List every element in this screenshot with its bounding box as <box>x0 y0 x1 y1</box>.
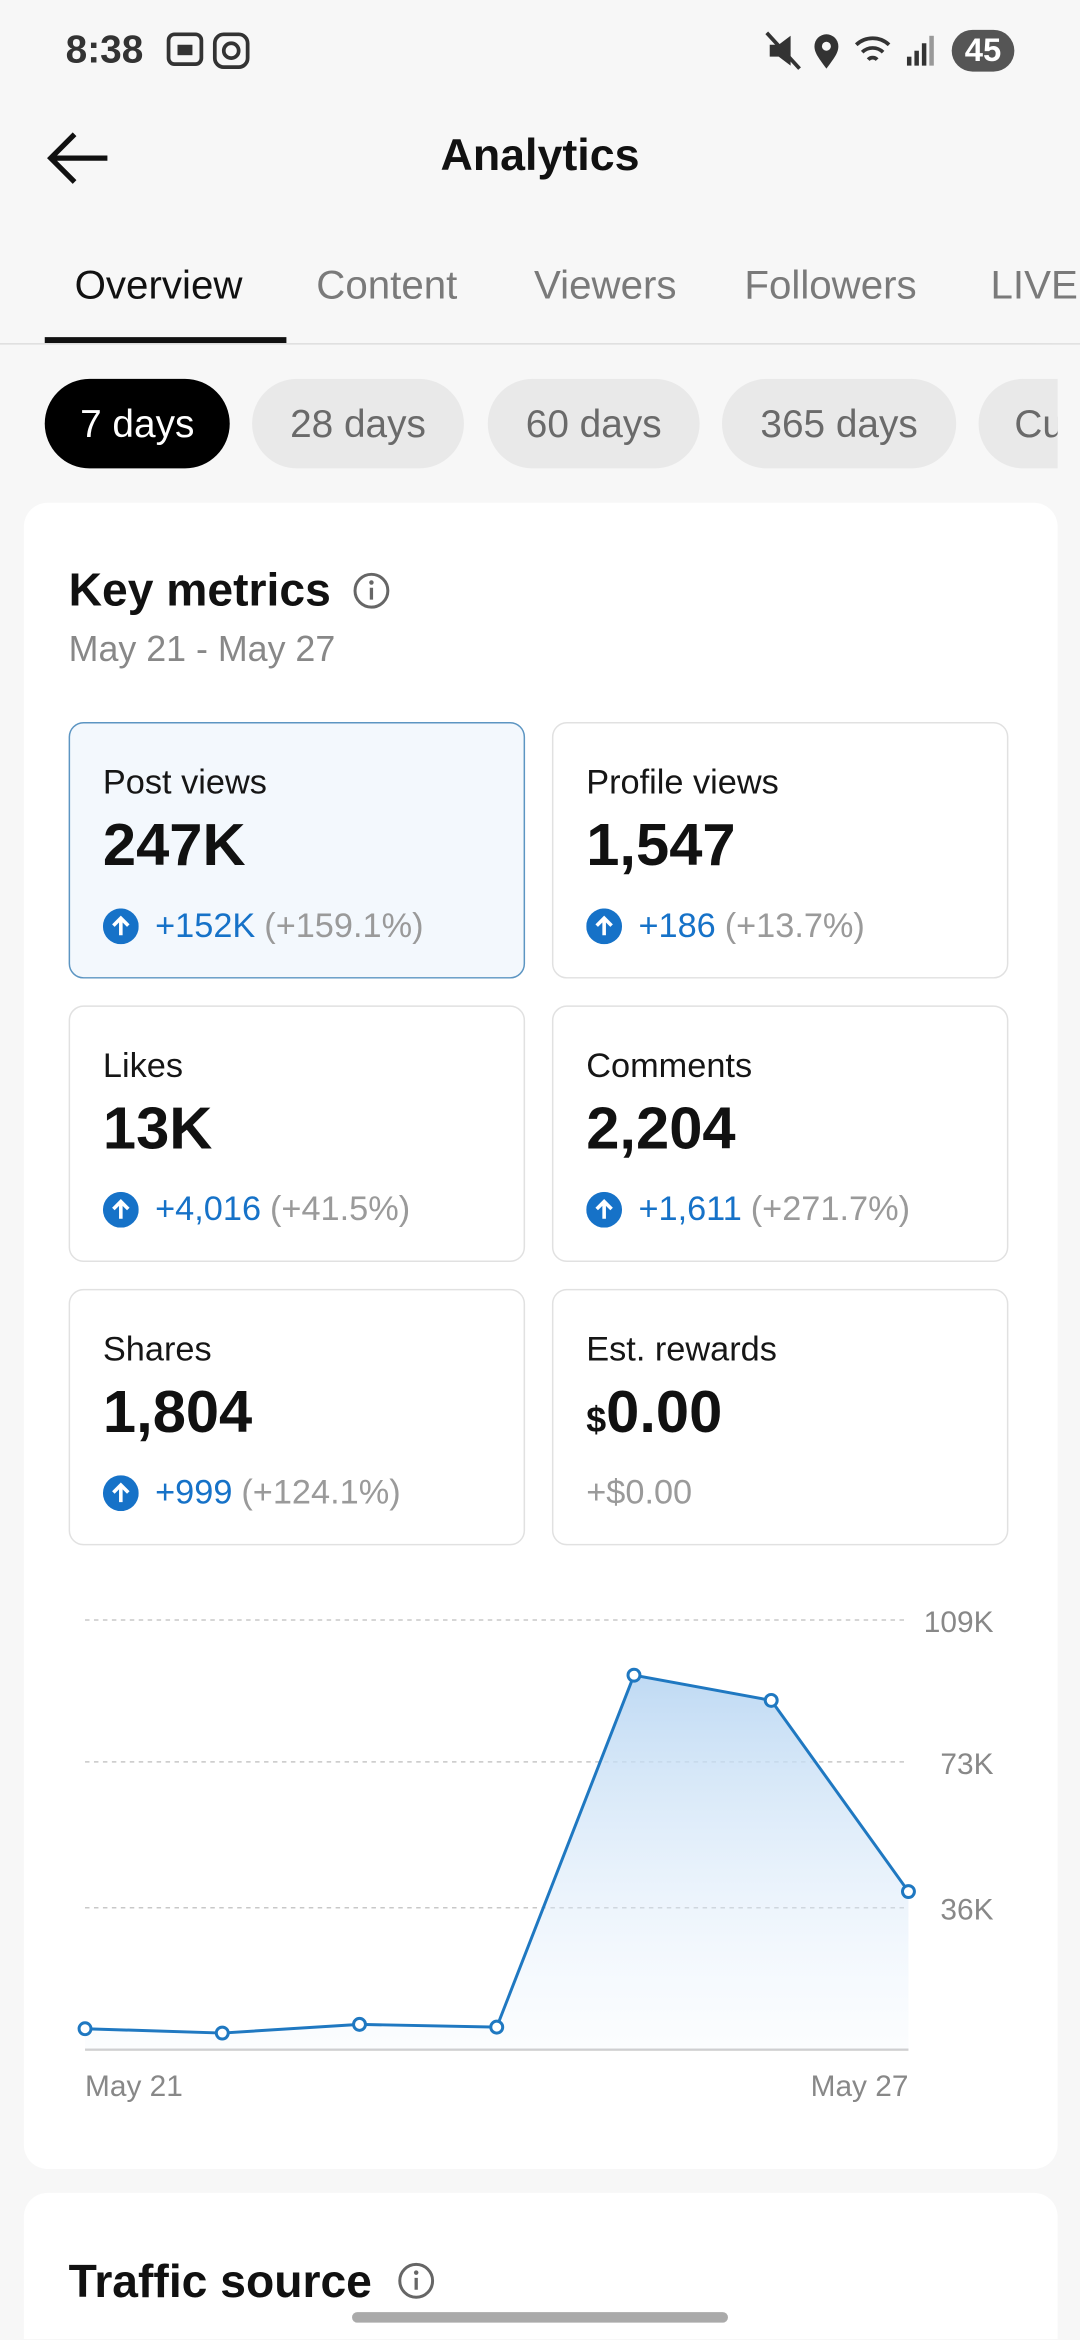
section-title: Traffic source <box>68 2255 372 2308</box>
page-title: Analytics <box>440 131 640 181</box>
metric-value: 247K <box>103 813 246 880</box>
up-icon <box>586 907 623 944</box>
change-pct: (+13.7%) <box>724 905 865 945</box>
change: +1,611 <box>638 1188 742 1228</box>
metric-card[interactable]: Profile views 1,547 +186 (+13.7%) <box>551 721 1009 979</box>
metric-change: +186 (+13.7%) <box>586 905 865 945</box>
currency: $ <box>586 1400 607 1441</box>
area <box>85 1675 909 2050</box>
value: 0.00 <box>606 1379 723 1446</box>
metric-change: +4,016 (+41.5%) <box>102 1188 411 1229</box>
metric-value: 2,204 <box>586 1096 735 1163</box>
change-pct: (+124.1%) <box>241 1472 401 1512</box>
point <box>763 1692 779 1708</box>
point <box>626 1667 642 1683</box>
tab[interactable]: Viewers <box>534 262 677 308</box>
metric-label: Profile views <box>586 762 779 802</box>
value: 1,804 <box>102 1379 253 1446</box>
up-icon <box>102 1474 139 1511</box>
metric-card[interactable]: Shares 1,804 +999 (+124.1%) <box>68 1288 526 1546</box>
point <box>352 2016 367 2032</box>
tab[interactable]: Content <box>316 262 458 308</box>
y-tick-label: 73K <box>940 1748 993 1781</box>
up-icon <box>102 1191 139 1227</box>
status-icons <box>166 32 250 69</box>
info-icon[interactable] <box>352 571 391 610</box>
metric-value: 1,804 <box>103 1380 252 1447</box>
value: 2,204 <box>586 1096 736 1163</box>
metric-value: $0.00 <box>586 1380 722 1447</box>
battery: 45 <box>951 29 1015 72</box>
metric-card[interactable]: Est. rewards $0.00 +$0.00 <box>551 1288 1009 1546</box>
value: 247K <box>102 812 246 879</box>
change: +152K <box>155 905 256 945</box>
back-button[interactable] <box>45 128 114 188</box>
tab[interactable]: LIVE <box>990 262 1078 308</box>
metric-change: +$0.00 <box>586 1472 692 1512</box>
metric-label: Likes <box>102 1045 184 1085</box>
metric-change: +1,611 (+271.7%) <box>586 1189 910 1229</box>
metric-label: Est. rewards <box>586 1329 777 1368</box>
divider <box>0 343 1080 345</box>
y-tick-label: 36K <box>940 1894 993 1927</box>
metric-card[interactable]: Likes 13K +4,016 (+41.5%) <box>68 1005 526 1262</box>
metric-label: Comments <box>586 1045 753 1085</box>
tab-indicator <box>44 337 287 344</box>
period-chip[interactable]: Cu <box>978 378 1058 469</box>
line-chart: 36K 73K 109K May 21 May 27 <box>77 1606 994 2103</box>
metric-value: 1,547 <box>586 813 735 880</box>
tab[interactable]: Followers <box>744 262 917 308</box>
change: +999 <box>155 1472 233 1512</box>
value: 1,547 <box>586 812 736 879</box>
home-indicator <box>352 2312 728 2323</box>
change-pct: (+271.7%) <box>750 1188 911 1228</box>
metric-label: Shares <box>102 1329 212 1368</box>
metric-label: Post views <box>102 762 267 802</box>
info-icon[interactable] <box>397 2261 436 2300</box>
up-icon <box>586 1191 623 1227</box>
period-chip[interactable]: 7 days <box>44 378 230 469</box>
point <box>77 2021 93 2037</box>
period-chip[interactable]: 60 days <box>487 378 700 469</box>
change-pct: (+159.1%) <box>264 905 424 945</box>
point <box>489 2019 505 2035</box>
status-right-icons <box>765 31 934 70</box>
metric-card[interactable]: Post views 247K +152K (+159.1%) <box>68 721 526 979</box>
change: +186 <box>638 905 716 945</box>
change-pct: (+41.5%) <box>269 1188 411 1228</box>
status-time: 8:38 <box>65 26 144 72</box>
metric-card[interactable]: Comments 2,204 +1,611 (+271.7%) <box>551 1005 1009 1262</box>
x-tick-label: May 21 <box>85 2070 183 2103</box>
metric-value: 13K <box>103 1096 212 1163</box>
period-chip[interactable]: 365 days <box>721 378 957 469</box>
tab-fade <box>1002 223 1080 344</box>
point <box>214 2025 230 2041</box>
metric-change: +999 (+124.1%) <box>102 1472 401 1512</box>
change: +4,016 <box>155 1188 262 1228</box>
date-range: May 21 - May 27 <box>68 629 336 670</box>
period-chip[interactable]: 28 days <box>252 378 464 469</box>
y-tick-label: 109K <box>924 1606 994 1639</box>
metric-change: +152K (+159.1%) <box>102 905 424 945</box>
tab[interactable]: Overview <box>74 262 243 308</box>
point <box>900 1884 916 1900</box>
value: 13K <box>102 1096 213 1163</box>
change: +$0.00 <box>586 1472 693 1512</box>
up-icon <box>102 907 139 944</box>
section-title: Key metrics <box>68 563 331 617</box>
x-tick-label: May 27 <box>811 2070 909 2103</box>
